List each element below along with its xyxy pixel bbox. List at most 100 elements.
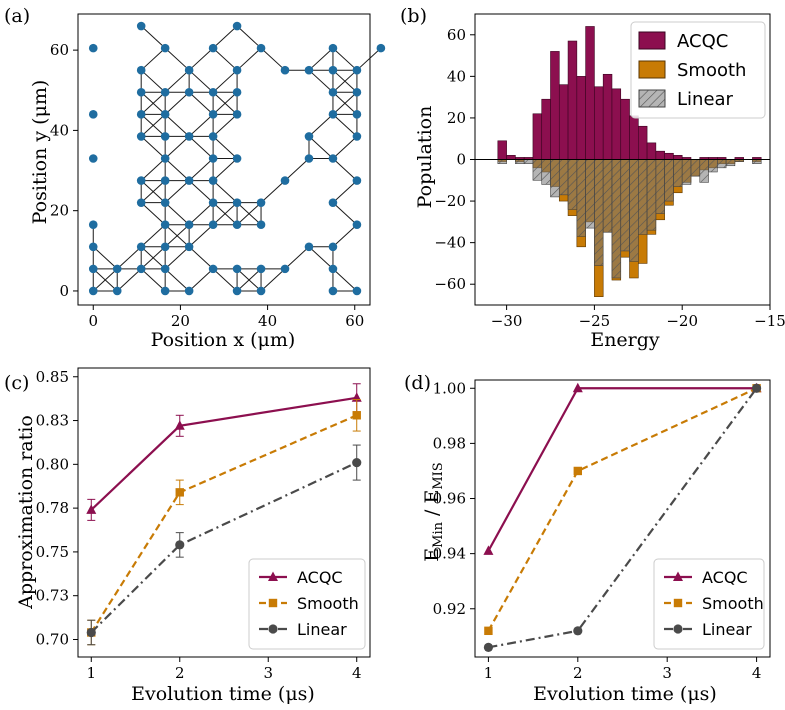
x-tick-label-d: 4 bbox=[752, 664, 762, 682]
plot-frame-d bbox=[474, 379, 771, 658]
graph-edge bbox=[164, 158, 190, 181]
atom-node bbox=[184, 87, 194, 97]
bar-acqc bbox=[629, 115, 639, 160]
y-tick-label-b: 40 bbox=[447, 67, 466, 85]
graph-edge bbox=[92, 268, 118, 292]
atom-node bbox=[328, 154, 338, 163]
marker-linear bbox=[352, 457, 362, 468]
atom-node bbox=[328, 264, 338, 274]
graph-edge bbox=[332, 113, 358, 137]
graph-edge bbox=[164, 47, 190, 71]
graph-edge bbox=[332, 91, 358, 115]
graph-edge bbox=[284, 246, 310, 270]
atom-node bbox=[256, 264, 266, 274]
atom-node bbox=[160, 87, 170, 97]
bar-acqc bbox=[611, 88, 622, 160]
graph-edge bbox=[164, 136, 190, 159]
atom-node bbox=[208, 154, 218, 163]
series-line-linear bbox=[90, 461, 358, 634]
xlabel-c: Evolution time (μs) bbox=[131, 683, 315, 705]
bar-linear bbox=[611, 159, 622, 279]
atom-node bbox=[184, 242, 194, 252]
series-linear-c bbox=[86, 444, 362, 646]
bar-linear bbox=[725, 159, 736, 167]
graph-edge bbox=[188, 158, 214, 181]
series-linear-d bbox=[483, 383, 762, 652]
y-tick-label-b: 0 bbox=[456, 151, 466, 169]
graph-edge bbox=[164, 180, 190, 204]
x-tick-label-d: 2 bbox=[573, 664, 583, 682]
atom-node bbox=[304, 65, 314, 75]
graph-edge bbox=[140, 91, 166, 115]
x-tick-label-c: 2 bbox=[175, 664, 185, 682]
graph-edge bbox=[212, 113, 238, 137]
atom-node bbox=[88, 242, 98, 252]
legend-swatch-smooth bbox=[638, 60, 666, 79]
ylabel-c: Approximation ratio bbox=[15, 415, 37, 610]
graph-edge bbox=[188, 224, 214, 248]
graph-edge bbox=[92, 246, 118, 270]
graph-edge bbox=[308, 113, 334, 137]
graph-edge bbox=[140, 136, 166, 159]
graph-edge bbox=[212, 180, 238, 204]
atom-node bbox=[160, 220, 170, 230]
atom-node bbox=[184, 220, 194, 230]
atom-node bbox=[208, 43, 218, 53]
legend-label-linear: Linear bbox=[677, 89, 734, 110]
atom-node bbox=[88, 286, 98, 296]
graph-edge bbox=[116, 246, 142, 270]
graph-edge bbox=[188, 91, 214, 115]
atom-node bbox=[160, 154, 170, 163]
atom-node bbox=[184, 286, 194, 296]
panel-label-b: (b) bbox=[400, 5, 427, 27]
legend-label-acqc: ACQC bbox=[297, 568, 343, 587]
graph-edge bbox=[140, 113, 166, 137]
graph-edge bbox=[308, 136, 334, 159]
bar-linear bbox=[550, 159, 560, 198]
y-tick-label-d: 0.92 bbox=[433, 600, 466, 618]
graph-edge bbox=[212, 69, 238, 93]
x-tick-label-a: 40 bbox=[258, 312, 277, 330]
graph-nodes bbox=[88, 21, 386, 296]
marker-acqc bbox=[174, 420, 185, 430]
xlabel-d: Evolution time (μs) bbox=[533, 683, 717, 705]
y-tick-label-a: 0 bbox=[59, 282, 69, 300]
x-tick-label-b: −20 bbox=[666, 312, 698, 330]
atom-node bbox=[352, 110, 362, 119]
bar-acqc bbox=[620, 98, 630, 160]
atom-node bbox=[352, 65, 362, 75]
x-tick-label-a: 20 bbox=[171, 312, 190, 330]
graph-edge bbox=[212, 202, 238, 226]
legend-label-smooth: Smooth bbox=[702, 594, 764, 613]
atom-node bbox=[280, 264, 290, 274]
graph-edge bbox=[164, 69, 190, 93]
atom-node bbox=[328, 43, 338, 53]
atom-node bbox=[136, 132, 146, 141]
atom-node bbox=[136, 65, 146, 75]
y-tick-label-d: 1.00 bbox=[433, 379, 466, 397]
series-acqc-d bbox=[483, 382, 762, 555]
atom-node bbox=[256, 43, 266, 53]
x-tick-label-c: 1 bbox=[86, 664, 96, 682]
graph-edge bbox=[212, 136, 238, 159]
marker-acqc bbox=[483, 545, 494, 555]
bar-acqc bbox=[638, 125, 648, 160]
bar-linear bbox=[690, 159, 701, 177]
graph-edge bbox=[116, 268, 142, 292]
bar-linear bbox=[708, 159, 718, 173]
legend-marker-smooth bbox=[268, 598, 278, 608]
graph-edge bbox=[308, 47, 334, 71]
graph-edge bbox=[188, 202, 214, 226]
graph-edge bbox=[308, 69, 334, 93]
bar-acqc bbox=[576, 76, 586, 160]
atom-node bbox=[328, 110, 338, 119]
legend-label-acqc: ACQC bbox=[702, 568, 748, 587]
bar-acqc bbox=[541, 98, 551, 160]
atom-node bbox=[136, 264, 146, 274]
atom-node bbox=[184, 132, 194, 141]
graph-edge bbox=[140, 158, 166, 181]
legend-swatch-linear bbox=[638, 89, 666, 108]
atom-node bbox=[208, 132, 218, 141]
atom-node bbox=[352, 220, 362, 230]
